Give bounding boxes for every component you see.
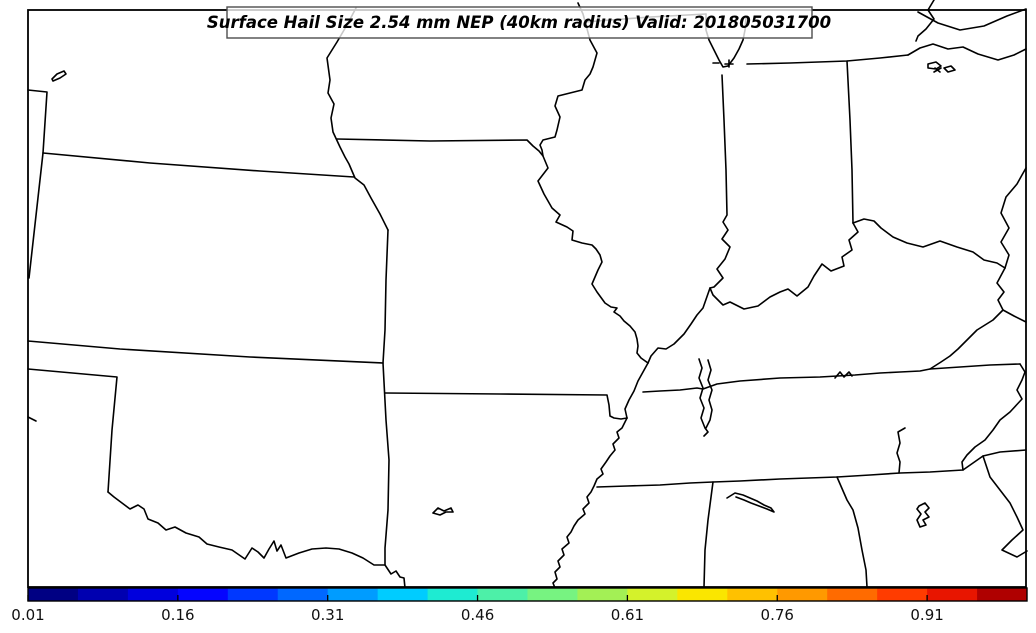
colorbar-tick-label: 0.76 bbox=[761, 606, 794, 624]
colorbar-segment bbox=[977, 588, 1028, 601]
colorbar-outline bbox=[27, 587, 1028, 602]
colorbar-segment bbox=[527, 588, 578, 601]
map-frame bbox=[27, 9, 1027, 588]
colorbar-segment bbox=[377, 588, 428, 601]
colorbar-segment bbox=[577, 588, 628, 601]
colorbar-tick-label: 0.16 bbox=[161, 606, 194, 624]
lakes-and-rivers bbox=[27, 0, 1028, 558]
colorbar-segment bbox=[627, 588, 678, 601]
state-boundaries bbox=[27, 2, 1027, 589]
lake-michigan-cross-mark bbox=[724, 59, 734, 68]
colorbar-segment bbox=[277, 588, 329, 601]
colorbar-segment bbox=[777, 588, 828, 601]
colorbar-segment bbox=[327, 588, 379, 601]
colorbar-segment bbox=[827, 588, 878, 601]
colorbar-tick-label: 0.46 bbox=[461, 606, 494, 624]
colorbar: 0.01 0.16 0.31 0.46 0.61 0.76 0.91 bbox=[11, 587, 1028, 624]
title-box: Surface Hail Size 2.54 mm NEP (40km radi… bbox=[207, 6, 831, 39]
colorbar-tick-label: 0.31 bbox=[311, 606, 344, 624]
colorbar-segment bbox=[727, 588, 778, 601]
colorbar-segment bbox=[927, 588, 978, 601]
colorbar-segment bbox=[427, 588, 478, 601]
colorbar-tick-label: 0.91 bbox=[910, 606, 943, 624]
colorbar-segment bbox=[227, 588, 279, 601]
colorbar-segment bbox=[127, 588, 179, 601]
colorbar-segment bbox=[177, 588, 229, 601]
colorbar-segment bbox=[477, 588, 528, 601]
colorbar-segment bbox=[77, 588, 129, 601]
figure-title: Surface Hail Size 2.54 mm NEP (40km radi… bbox=[207, 13, 831, 32]
colorbar-segment bbox=[677, 588, 728, 601]
colorbar-tick-label: 0.01 bbox=[11, 606, 44, 624]
colorbar-tick-label: 0.61 bbox=[611, 606, 644, 624]
colorbar-segment bbox=[28, 588, 79, 601]
colorbar-segment bbox=[877, 588, 928, 601]
